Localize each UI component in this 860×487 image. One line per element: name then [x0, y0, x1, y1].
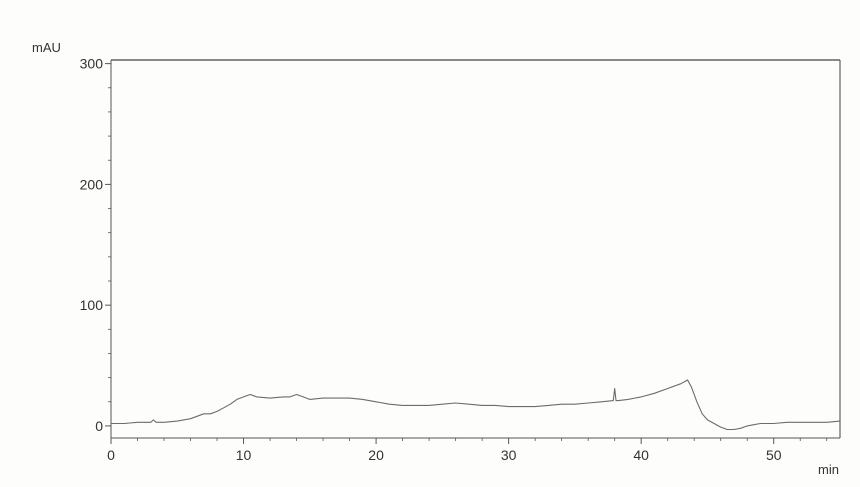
- y-axis-unit-label: mAU: [32, 40, 61, 55]
- y-tick-label: 200: [80, 176, 104, 192]
- x-tick-label: 30: [501, 447, 517, 463]
- y-tick-label: 300: [80, 56, 104, 72]
- x-axis-unit-label: min: [818, 462, 839, 477]
- y-tick-label: 0: [95, 418, 103, 434]
- x-tick-label: 40: [633, 447, 649, 463]
- x-tick-label: 0: [107, 447, 115, 463]
- x-tick-label: 10: [236, 447, 252, 463]
- x-tick-label: 20: [368, 447, 384, 463]
- x-tick-label: 50: [766, 447, 782, 463]
- series-line-0: [111, 379, 841, 431]
- y-tick-label: 100: [80, 297, 104, 313]
